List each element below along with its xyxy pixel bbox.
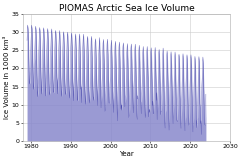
Title: PIOMAS Arctic Sea Ice Volume: PIOMAS Arctic Sea Ice Volume xyxy=(59,4,194,13)
X-axis label: Year: Year xyxy=(119,151,134,157)
Y-axis label: Ice Volume in 1000 km³: Ice Volume in 1000 km³ xyxy=(4,36,10,119)
